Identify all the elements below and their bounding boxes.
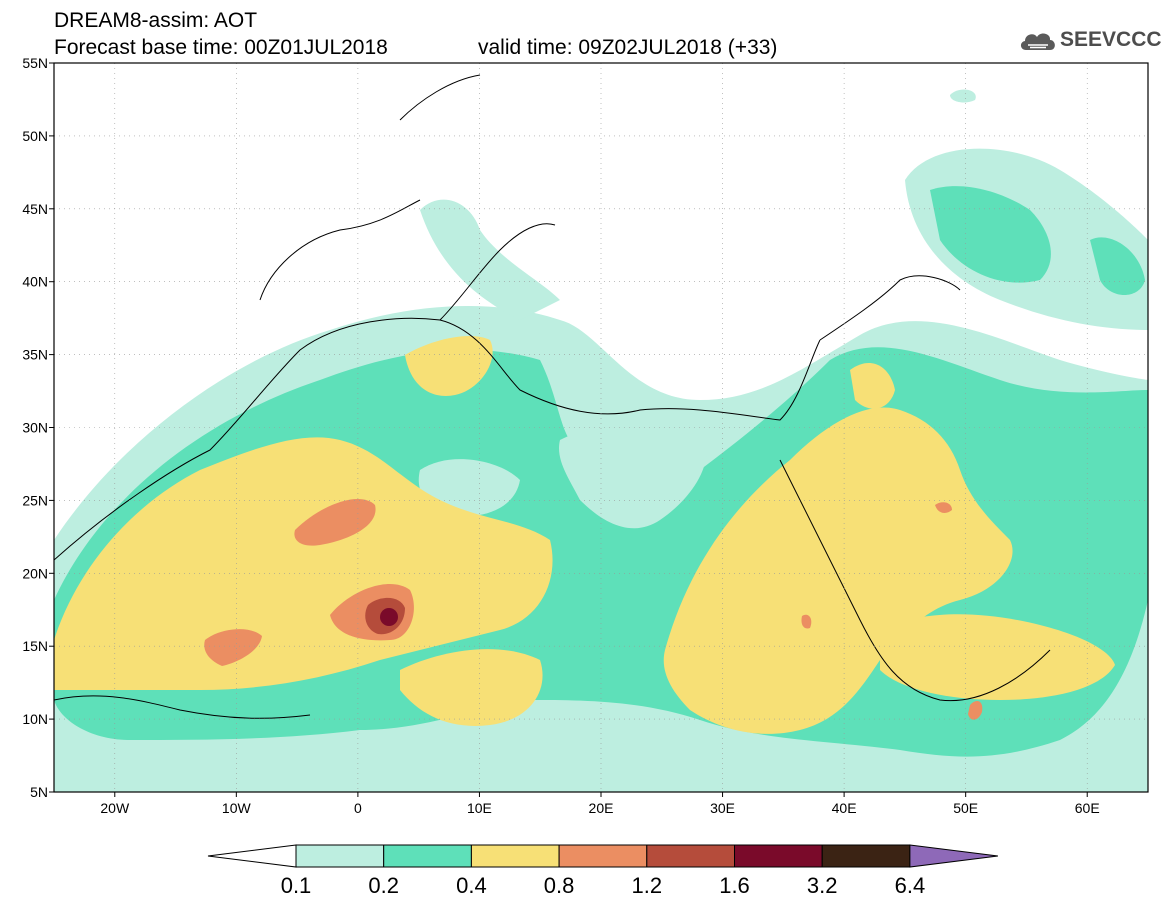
lat-tick-label: 30N: [22, 420, 48, 436]
logo-text: SEEVCCC: [1060, 28, 1162, 51]
colorbar-level-label: 0.1: [281, 873, 312, 898]
colorbar-max-arrow: [909, 844, 998, 868]
colorbar-box: [821, 844, 911, 868]
seevccc-logo: SEEVCCC: [1018, 26, 1162, 58]
lon-tick-label: 10E: [467, 800, 492, 816]
lat-tick-label: 20N: [22, 565, 48, 581]
colorbar-level-label: 0.4: [456, 873, 487, 898]
lat-tick-label: 55N: [22, 55, 48, 71]
colorbar-box: [470, 844, 560, 868]
coastlines: [54, 74, 1051, 719]
lat-tick-label: 45N: [22, 201, 48, 217]
colorbar-box: [295, 844, 385, 868]
lon-tick-label: 20W: [100, 800, 130, 816]
lon-tick-label: 30E: [710, 800, 735, 816]
colorbar-box: [646, 844, 735, 868]
lat-tick-label: 40N: [22, 274, 48, 290]
lat-tick-label: 25N: [22, 492, 48, 508]
map-title: DREAM8-assim: AOT: [54, 9, 258, 32]
lat-tick-label: 15N: [22, 638, 48, 654]
colorbar-level-label: 3.2: [807, 873, 838, 898]
latitude-ticks: 5N 10N 15N 20N 25N 30N 35N 40N 45N 50N 55N: [22, 55, 54, 800]
lon-tick-label: 0: [354, 800, 362, 816]
colorbar-level-label: 0.8: [544, 873, 575, 898]
lon-tick-label: 60E: [1075, 800, 1100, 816]
lon-tick-label: 10W: [222, 800, 252, 816]
colorbar-box: [558, 844, 648, 868]
lon-tick-label: 20E: [589, 800, 614, 816]
forecast-base-time: Forecast base time: 00Z01JUL2018: [54, 36, 388, 59]
valid-time: valid time: 09Z02JUL2018 (+33): [478, 36, 778, 59]
lat-tick-label: 10N: [22, 711, 48, 727]
longitude-ticks: 20W 10W 0 10E 20E 30E 40E 50E 60E: [100, 792, 1100, 816]
lon-tick-label: 40E: [832, 800, 857, 816]
colorbar-box: [383, 844, 472, 868]
lon-tick-label: 50E: [953, 800, 978, 816]
lat-tick-label: 5N: [30, 784, 48, 800]
colorbar-level-label: 1.2: [632, 873, 663, 898]
lat-tick-label: 50N: [22, 128, 48, 144]
colorbar-level-label: 1.6: [719, 873, 750, 898]
lat-tick-label: 35N: [22, 347, 48, 363]
colorbar-labels: 0.1 0.2 0.4 0.8 1.2 1.6 3.2 6.4: [281, 873, 925, 898]
colorbar-boxes: [207, 844, 998, 868]
colorbar-level-label: 6.4: [895, 873, 926, 898]
colorbar-level-label: 0.2: [368, 873, 399, 898]
colorbar-min-arrow: [207, 844, 297, 868]
cloud-icon: [1020, 33, 1055, 50]
colorbar-box: [734, 844, 823, 868]
